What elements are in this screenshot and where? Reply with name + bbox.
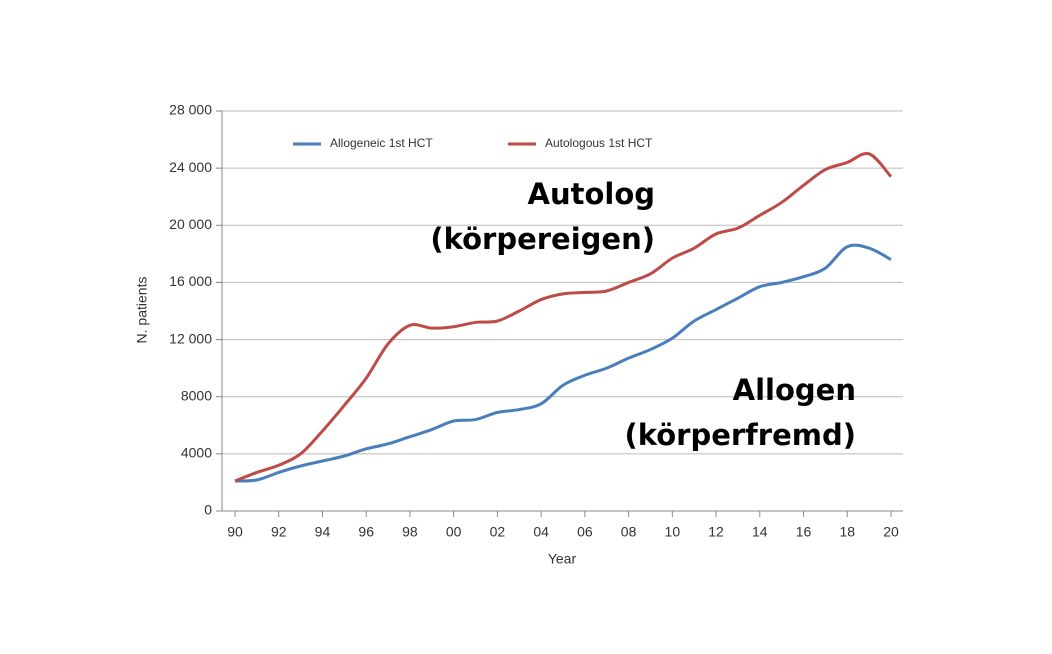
x-tick-label: 08	[621, 524, 637, 540]
x-tick-label: 20	[883, 524, 899, 540]
y-tick-label: 16 000	[169, 273, 212, 289]
legend-label: Allogeneic 1st HCT	[330, 136, 433, 150]
x-tick-label: 16	[796, 524, 812, 540]
x-tick-label: 10	[665, 524, 681, 540]
y-tick-label: 4000	[181, 445, 212, 461]
x-tick-label: 12	[708, 524, 724, 540]
y-tick-label: 20 000	[169, 216, 212, 232]
y-tick-label: 28 000	[169, 102, 212, 118]
x-tick-label: 06	[577, 524, 593, 540]
y-tick-label: 0	[204, 502, 212, 518]
x-tick-label: 14	[752, 524, 768, 540]
annotation: Autolog	[528, 177, 656, 211]
x-tick-label: 00	[446, 524, 462, 540]
x-axis-label: Year	[548, 551, 577, 567]
series-line	[234, 243, 892, 483]
annotation: Allogen	[733, 373, 856, 407]
x-tick-label: 04	[533, 524, 549, 540]
y-tick-label: 12 000	[169, 330, 212, 346]
x-tick-label: 98	[402, 524, 418, 540]
y-tick-label: 8000	[181, 387, 212, 403]
x-tick-label: 90	[227, 524, 243, 540]
x-tick-label: 96	[358, 524, 374, 540]
x-tick-label: 18	[839, 524, 855, 540]
annotation: (körperfremd)	[624, 418, 856, 452]
annotation: (körpereigen)	[430, 222, 655, 256]
legend-label: Autologous 1st HCT	[545, 136, 653, 150]
y-axis-label: N. patients	[134, 277, 150, 344]
series-line	[234, 151, 893, 483]
y-tick-label: 24 000	[169, 159, 212, 175]
x-tick-label: 94	[315, 524, 331, 540]
x-tick-label: 92	[271, 524, 287, 540]
x-tick-label: 02	[490, 524, 506, 540]
